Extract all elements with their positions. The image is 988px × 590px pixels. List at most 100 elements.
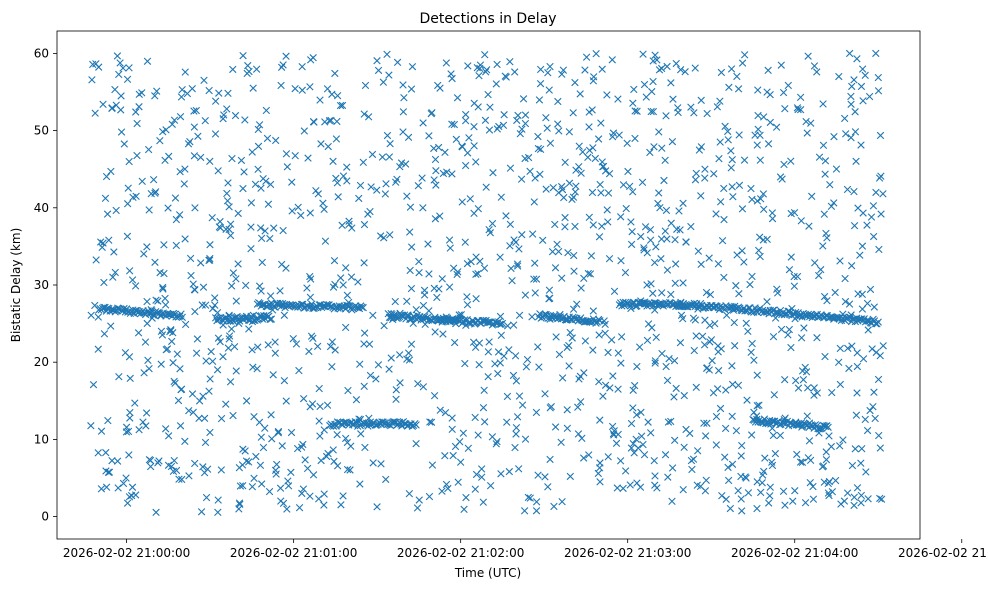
detection-point [493, 60, 501, 69]
detection-point [592, 49, 600, 58]
detection-point [459, 429, 468, 437]
detection-point [248, 346, 256, 354]
detection-point [500, 352, 508, 360]
detection-point [425, 307, 433, 315]
detection-point [299, 485, 308, 493]
detection-point [594, 135, 603, 143]
detection-point [261, 424, 269, 432]
detection-point [214, 167, 222, 175]
detection-point [448, 414, 456, 422]
detection-point [654, 199, 662, 208]
detection-point [190, 285, 199, 294]
detection-point [851, 445, 859, 453]
detection-point [625, 182, 634, 190]
detection-point [378, 153, 387, 161]
detection-point [601, 381, 610, 389]
detection-point [476, 61, 485, 69]
detection-point [862, 468, 870, 476]
detection-point [356, 360, 364, 368]
detection-point [635, 343, 644, 351]
detection-point [577, 284, 585, 292]
detection-point [297, 211, 305, 220]
detection-point [605, 169, 614, 178]
detection-point [156, 137, 164, 145]
detection-point [383, 50, 391, 58]
detection-point [276, 287, 284, 295]
detection-point [199, 392, 207, 400]
detection-point [415, 496, 423, 504]
detection-point [661, 227, 669, 235]
detection-point [325, 117, 334, 125]
detection-point [373, 186, 381, 194]
detection-point [731, 342, 739, 350]
detection-point [484, 348, 493, 356]
detection-point [408, 62, 417, 71]
detection-point [461, 116, 470, 125]
detection-point [346, 466, 354, 474]
detection-point [566, 472, 575, 481]
detection-point [447, 70, 455, 78]
detection-point [847, 100, 855, 108]
detection-point [450, 120, 459, 129]
detection-point [801, 498, 810, 507]
detection-point [727, 147, 735, 155]
detection-point [479, 498, 487, 506]
detection-point [506, 57, 514, 66]
detection-point [235, 505, 243, 513]
detection-point [178, 86, 186, 94]
detection-point [506, 242, 514, 250]
detection-point [144, 145, 153, 154]
detection-point [632, 411, 641, 419]
detection-point [720, 273, 728, 282]
detection-point [321, 237, 330, 245]
detection-point [675, 207, 683, 215]
detection-point [128, 483, 137, 491]
detection-point [104, 416, 112, 425]
detection-point [861, 415, 869, 424]
detection-point [323, 401, 332, 409]
detection-point [432, 181, 440, 189]
detection-point [566, 328, 574, 337]
detection-point [601, 320, 609, 329]
detection-point [211, 294, 219, 302]
detection-point [753, 371, 761, 379]
detection-point [732, 281, 740, 290]
detection-point [836, 344, 844, 353]
detection-point [697, 96, 705, 105]
detection-point [273, 460, 281, 469]
detection-point [627, 240, 636, 249]
detection-point [161, 156, 169, 164]
detection-point [771, 449, 780, 458]
detection-point [334, 304, 342, 312]
detection-point [161, 425, 170, 433]
detection-point [301, 456, 309, 464]
detection-point [643, 249, 651, 257]
detection-point [194, 132, 202, 140]
detection-point [151, 92, 159, 100]
detection-point [242, 397, 251, 405]
detection-point [681, 68, 689, 76]
detection-point [798, 458, 807, 467]
detection-point [728, 183, 736, 191]
detection-point [115, 372, 123, 381]
detection-point [492, 80, 500, 88]
detection-point [129, 193, 137, 201]
detection-point [629, 404, 637, 412]
detection-point [113, 52, 122, 60]
detection-point [495, 122, 503, 131]
detection-point [608, 422, 617, 431]
detection-point [800, 324, 808, 332]
detection-point [438, 275, 446, 283]
detection-point [162, 126, 170, 134]
detection-point [168, 120, 176, 129]
detection-point [754, 125, 762, 134]
detection-point [503, 322, 512, 330]
detection-point [599, 392, 607, 400]
detection-point [734, 487, 742, 495]
detection-point [662, 362, 670, 371]
detection-point [178, 313, 186, 321]
detection-point [142, 409, 151, 417]
detection-point [738, 507, 746, 515]
detection-point [227, 282, 236, 290]
detection-point [756, 156, 764, 164]
